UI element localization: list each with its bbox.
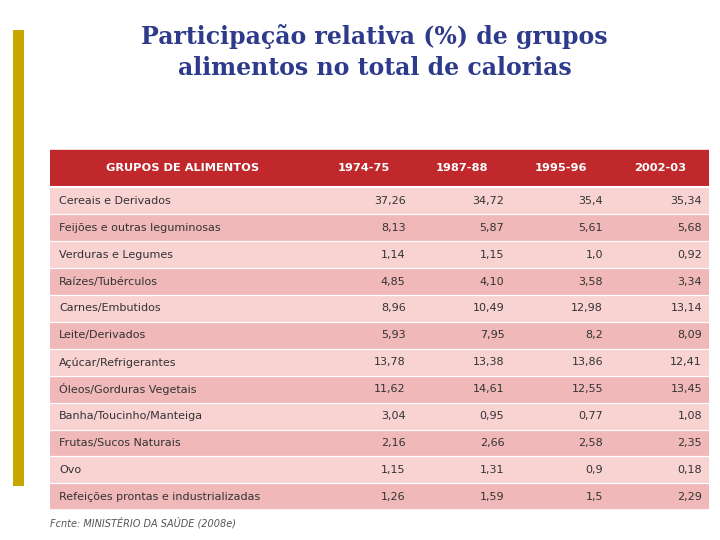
Text: 1,26: 1,26 — [381, 492, 405, 502]
Text: 13,78: 13,78 — [374, 357, 405, 367]
Text: 14,61: 14,61 — [473, 384, 504, 394]
Text: 8,2: 8,2 — [585, 330, 603, 340]
Text: Açúcar/Refrigerantes: Açúcar/Refrigerantes — [59, 357, 176, 368]
Text: Carnes/Embutidos: Carnes/Embutidos — [59, 303, 161, 314]
Text: 1,15: 1,15 — [381, 465, 405, 475]
Text: 8,96: 8,96 — [381, 303, 405, 314]
Text: 1,15: 1,15 — [480, 249, 504, 260]
Text: GRUPOS DE ALIMENTOS: GRUPOS DE ALIMENTOS — [106, 163, 258, 173]
Text: 12,55: 12,55 — [572, 384, 603, 394]
Text: Feijões e outras leguminosas: Feijões e outras leguminosas — [59, 222, 220, 233]
Text: 35,4: 35,4 — [579, 196, 603, 206]
Text: 1995-96: 1995-96 — [535, 163, 588, 173]
Text: 13,86: 13,86 — [572, 357, 603, 367]
Text: 1,0: 1,0 — [585, 249, 603, 260]
Text: 7,95: 7,95 — [480, 330, 504, 340]
Text: Banha/Toucinho/Manteiga: Banha/Toucinho/Manteiga — [59, 411, 203, 421]
Text: 0,18: 0,18 — [678, 465, 702, 475]
Text: 2,16: 2,16 — [381, 438, 405, 448]
Text: 5,68: 5,68 — [678, 222, 702, 233]
Text: 13,38: 13,38 — [473, 357, 504, 367]
Text: 34,72: 34,72 — [472, 196, 504, 206]
Text: 2,66: 2,66 — [480, 438, 504, 448]
Text: 13,14: 13,14 — [670, 303, 702, 314]
Text: 1,5: 1,5 — [585, 492, 603, 502]
Text: 35,34: 35,34 — [670, 196, 702, 206]
Text: Cereais e Derivados: Cereais e Derivados — [59, 196, 171, 206]
Text: 0,9: 0,9 — [585, 465, 603, 475]
Text: 2,29: 2,29 — [677, 492, 702, 502]
Text: 12,98: 12,98 — [571, 303, 603, 314]
Text: 4,85: 4,85 — [381, 276, 405, 287]
Text: Refeições prontas e industrializadas: Refeições prontas e industrializadas — [59, 492, 261, 502]
Text: Fcnte: MINISTÉRIO DA SAÚDE (2008e): Fcnte: MINISTÉRIO DA SAÚDE (2008e) — [50, 517, 236, 528]
Text: 5,93: 5,93 — [381, 330, 405, 340]
Text: 1987-88: 1987-88 — [436, 163, 488, 173]
Text: Ovo: Ovo — [59, 465, 81, 475]
Text: 11,62: 11,62 — [374, 384, 405, 394]
Text: 4,10: 4,10 — [480, 276, 504, 287]
Text: 13,45: 13,45 — [670, 384, 702, 394]
Text: 10,49: 10,49 — [472, 303, 504, 314]
Text: Frutas/Sucos Naturais: Frutas/Sucos Naturais — [59, 438, 181, 448]
Text: 0,95: 0,95 — [480, 411, 504, 421]
Text: 1974-75: 1974-75 — [337, 163, 390, 173]
Text: 1,31: 1,31 — [480, 465, 504, 475]
Text: 3,58: 3,58 — [579, 276, 603, 287]
Text: 37,26: 37,26 — [374, 196, 405, 206]
Text: 2002-03: 2002-03 — [634, 163, 686, 173]
Text: 5,61: 5,61 — [579, 222, 603, 233]
Text: 8,09: 8,09 — [678, 330, 702, 340]
Text: 1,59: 1,59 — [480, 492, 504, 502]
Text: 2,35: 2,35 — [678, 438, 702, 448]
Text: 1,14: 1,14 — [381, 249, 405, 260]
Text: Óleos/Gorduras Vegetais: Óleos/Gorduras Vegetais — [59, 383, 197, 395]
Text: Verduras e Legumes: Verduras e Legumes — [59, 249, 173, 260]
Text: 5,87: 5,87 — [480, 222, 504, 233]
Text: 0,92: 0,92 — [678, 249, 702, 260]
Text: 3,04: 3,04 — [381, 411, 405, 421]
Text: 0,77: 0,77 — [578, 411, 603, 421]
Text: 1,08: 1,08 — [678, 411, 702, 421]
Text: 8,13: 8,13 — [381, 222, 405, 233]
Text: 3,34: 3,34 — [678, 276, 702, 287]
Text: Raízes/Tubérculos: Raízes/Tubérculos — [59, 276, 158, 287]
Text: 2,58: 2,58 — [578, 438, 603, 448]
Text: Leite/Derivados: Leite/Derivados — [59, 330, 146, 340]
Text: 12,41: 12,41 — [670, 357, 702, 367]
Text: Participação relativa (%) de grupos
alimentos no total de calorias: Participação relativa (%) de grupos alim… — [141, 24, 608, 80]
